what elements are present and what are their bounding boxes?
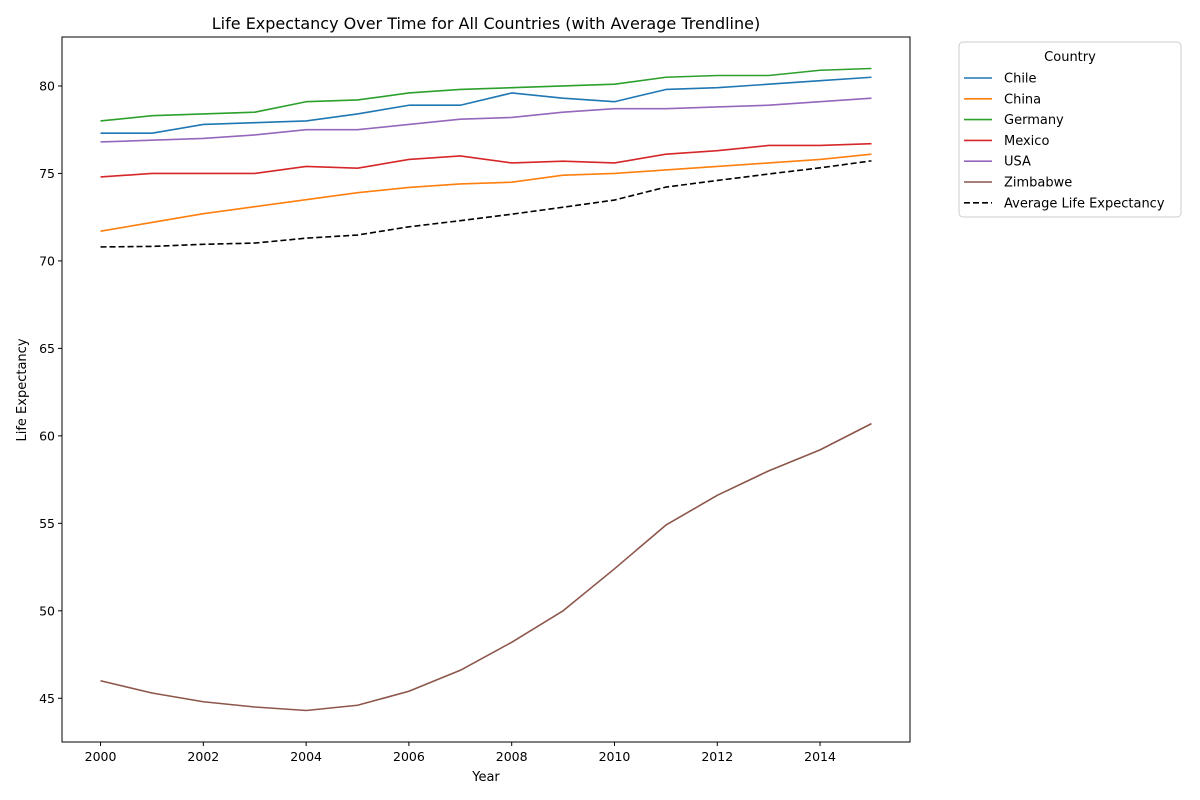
y-tick-label: 70 — [39, 253, 55, 268]
series-layer — [100, 67, 872, 712]
x-tick-label: 2006 — [393, 749, 425, 764]
chart-title: Life Expectancy Over Time for All Countr… — [212, 14, 760, 33]
legend-item-average-life-expectancy: Average Life Expectancy — [964, 196, 1165, 211]
legend-item-germany: Germany — [964, 113, 1064, 128]
y-tick-label: 60 — [39, 428, 55, 443]
x-tick-label: 2004 — [290, 749, 322, 764]
legend-label: Chile — [1004, 72, 1037, 87]
x-axis-title: Year — [471, 770, 500, 785]
series-line-mexico — [100, 142, 872, 178]
y-tick-label: 50 — [39, 603, 55, 618]
legend-label: Germany — [1004, 113, 1064, 128]
series-line-germany — [100, 67, 872, 122]
legend-label: Mexico — [1004, 134, 1049, 149]
series-line-usa — [100, 97, 872, 143]
legend-item-usa: USA — [964, 155, 1031, 170]
plot-area-frame — [61, 36, 911, 743]
legend-label: Average Life Expectancy — [1004, 196, 1165, 211]
legend-item-chile: Chile — [964, 72, 1037, 87]
legend-entries: Chile China Germany Mexico USA Zimbabwe Averag… — [964, 72, 1165, 211]
x-tick-label: 2002 — [187, 749, 219, 764]
y-tick-label: 45 — [39, 691, 55, 706]
y-axis-ticks: 45 50 55 60 65 70 75 80 — [39, 78, 62, 706]
legend-title: Country — [1044, 50, 1096, 65]
x-tick-label: 2000 — [85, 749, 117, 764]
legend-item-zimbabwe: Zimbabwe — [964, 176, 1072, 191]
y-tick-label: 65 — [39, 341, 55, 356]
x-tick-label: 2008 — [496, 749, 528, 764]
x-tick-label: 2010 — [599, 749, 631, 764]
y-tick-label: 75 — [39, 166, 55, 181]
y-tick-label: 80 — [39, 78, 55, 93]
series-line-zimbabwe — [100, 422, 872, 712]
x-tick-label: 2012 — [701, 749, 733, 764]
x-tick-label: 2014 — [804, 749, 836, 764]
legend-label: USA — [1004, 155, 1031, 170]
series-line-chile — [100, 76, 872, 135]
y-tick-label: 55 — [39, 516, 55, 531]
y-axis-title: Life Expectancy — [15, 338, 30, 441]
series-line-china — [100, 153, 872, 232]
legend-label: China — [1004, 92, 1041, 107]
legend: Country Chile China Germany Mexico USA Zimbab… — [958, 41, 1182, 218]
legend-box — [958, 41, 1182, 218]
x-axis-ticks: 2000 2002 2004 2006 2008 2010 2012 2014 — [85, 742, 836, 764]
legend-item-china: China — [964, 92, 1041, 107]
legend-label: Zimbabwe — [1004, 176, 1072, 191]
series-line-average-life-expectancy — [100, 160, 872, 248]
legend-item-mexico: Mexico — [964, 134, 1049, 149]
